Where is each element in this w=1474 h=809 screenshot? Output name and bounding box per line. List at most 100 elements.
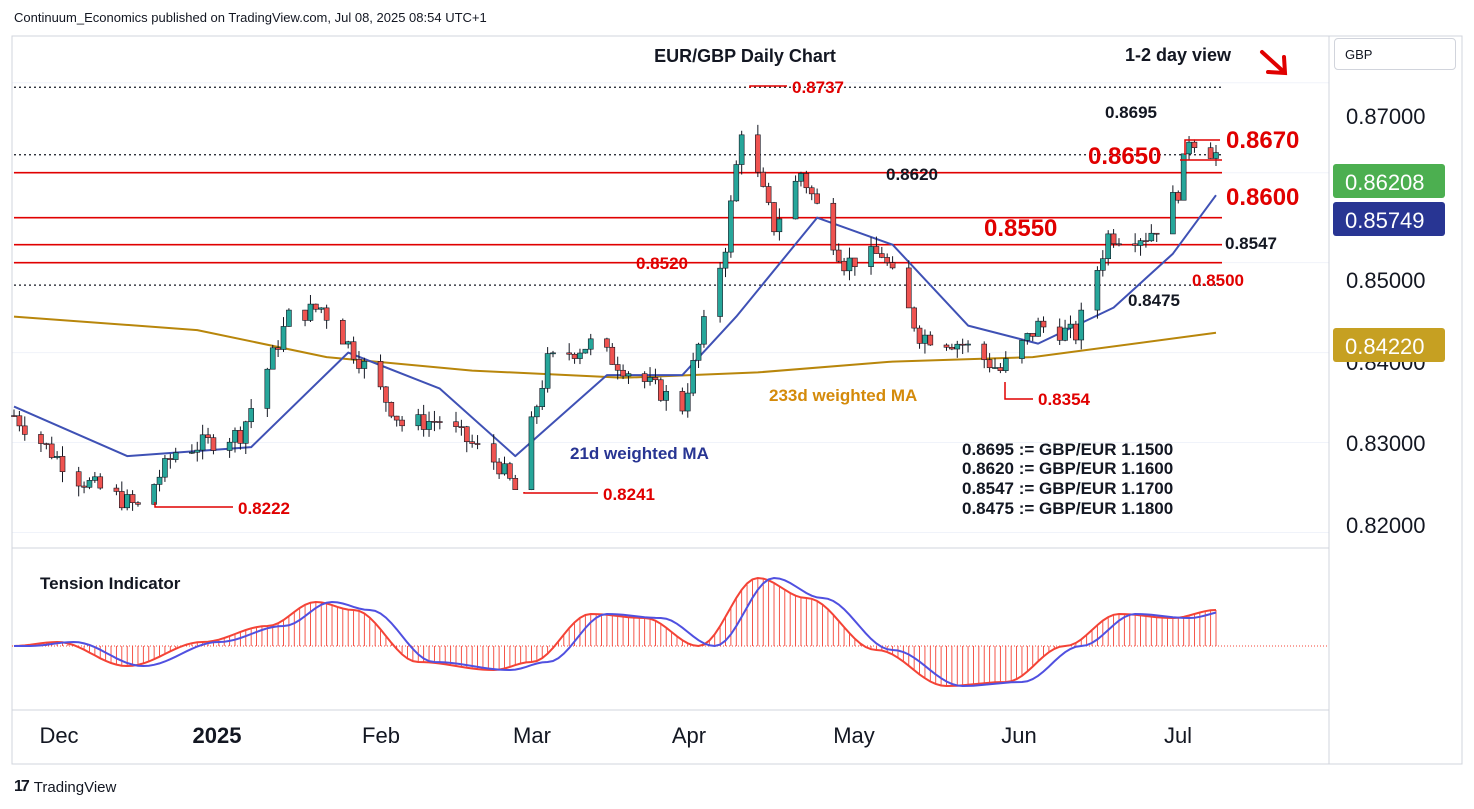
candle-body [501,463,508,475]
candles [11,124,1219,511]
candle-body [717,267,723,317]
extreme-markers [154,85,1222,508]
label-8354: 0.8354 [1038,390,1091,409]
tradingview-logo[interactable]: 17 TradingView [14,778,116,796]
candle-body [566,352,572,355]
candle-body [383,386,389,403]
candle-body [911,307,917,329]
time-tick: 2025 [193,723,242,748]
candle-body [604,338,610,348]
candle-body [97,476,104,489]
candle-body [237,430,244,444]
candle-body [399,419,405,427]
candle-body [873,246,880,254]
candle-body [701,316,707,345]
candle-body [695,343,702,361]
time-tick: Feb [362,723,400,748]
tension-line-fast [13,576,1217,688]
label-8520: 0.8520 [636,254,688,273]
conversion-table: 0.8695 := GBP/EUR 1.1500 0.8620 := GBP/E… [962,440,1173,518]
candle-body [679,391,686,412]
candle-body [512,478,519,490]
price-badge-ma233: 0.84220 [1333,328,1445,362]
candle-body [264,368,271,409]
candle-body [313,303,319,310]
candle-body [377,361,384,388]
candle-body [156,476,163,485]
candle-body [162,458,168,478]
candle-body [620,369,626,377]
candle-body [420,414,427,430]
label-8547: 0.8547 [1225,234,1277,253]
candle-body [1143,240,1149,242]
candle-body [21,425,28,435]
candle-body [307,303,314,321]
candle-body [1035,320,1041,337]
candle-body [11,415,17,417]
label-8695: 0.8695 [1105,103,1157,122]
time-axis[interactable]: Dec 2025 Feb Mar Apr May Jun Jul [39,723,1192,748]
price-axis[interactable]: 0.87000 0.85000 0.84000 0.83000 0.82000 [1346,104,1426,538]
candle-body [135,502,141,505]
candle-body [388,401,395,417]
price-badge-ma21: 0.85749 [1333,202,1445,236]
candle-body [269,347,276,370]
candle-body [1213,152,1219,159]
candle-body [1067,323,1074,329]
candle-body [1105,233,1111,260]
candle-body [151,484,157,505]
candle-body [981,343,988,361]
candle-body [453,421,459,427]
candle-body [1175,192,1182,201]
level-lines [14,86,1222,286]
label-8475: 0.8475 [1128,291,1180,310]
candle-body [582,348,589,354]
tension-line-slow [14,576,1217,688]
candle-body [1094,270,1101,311]
candle-body [1100,258,1106,271]
candle-body [738,134,745,165]
candle-body [318,307,325,310]
ma233-label: 233d weighted MA [769,386,917,405]
candle-body [1073,323,1079,341]
candle-body [625,373,632,377]
candle-body [86,480,93,488]
chart-frame [11,35,1463,765]
candle-body [431,421,438,423]
candle-body [954,343,961,350]
candle-body [841,260,847,272]
candle-body [1180,153,1187,201]
candle-body [916,327,923,344]
candle-body [59,456,66,473]
candle-body [846,257,853,272]
candle-body [393,415,400,421]
price-tick: 0.87000 [1346,104,1426,129]
candle-body [927,334,934,346]
candle-body [722,251,729,269]
time-tick: Mar [513,723,551,748]
candle-body [490,443,497,463]
time-tick: Jun [1001,723,1036,748]
candle-body [356,358,362,369]
candle-body [803,173,810,189]
publisher-line: Continuum_Economics published on Trading… [14,10,487,25]
candle-body [350,341,357,360]
candle-body [507,463,513,479]
label-8737: 0.8737 [792,78,844,97]
candle-body [275,347,281,350]
candle-body [54,456,60,458]
candle-body [205,434,211,438]
candle-body [1170,192,1176,235]
candle-body [550,352,556,355]
candle-body [728,200,734,253]
candle-body [949,346,955,350]
candle-body [663,391,670,401]
candle-body [458,426,465,428]
currency-selector[interactable]: GBP [1334,38,1456,70]
candle-body [641,373,648,382]
candle-body [889,262,896,269]
tradingview-logo-icon: 17 [14,778,30,795]
candle-body [614,364,621,371]
candle-body [172,452,179,460]
